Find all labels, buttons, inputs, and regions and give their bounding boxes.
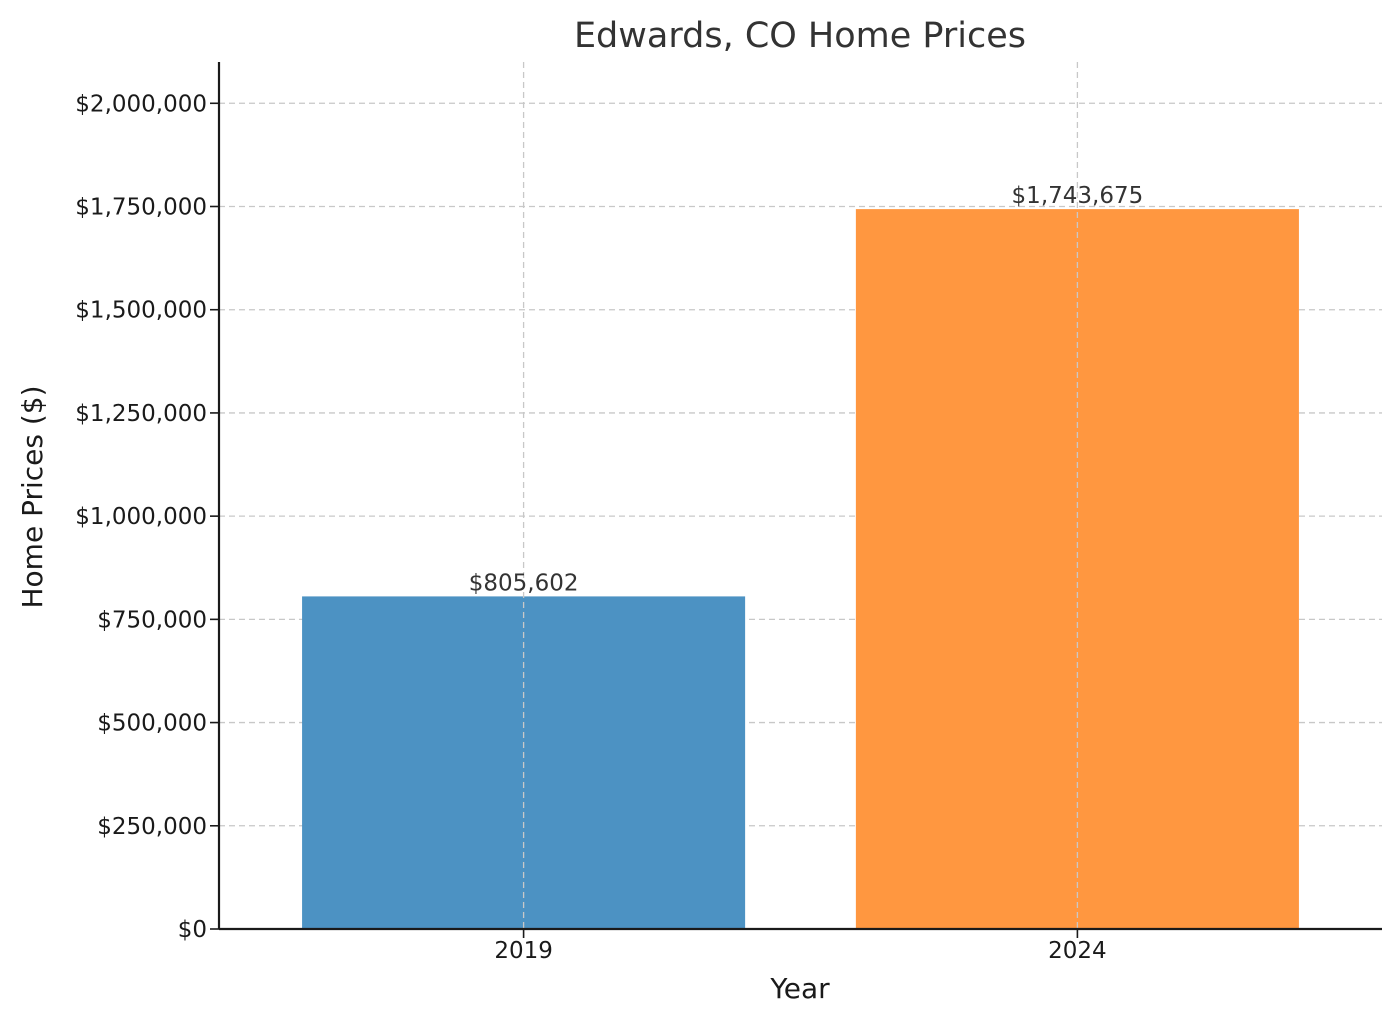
bar-2024: [855, 209, 1299, 929]
x-tick-label: 2024: [1048, 938, 1107, 964]
vertical-grid-lines: [522, 62, 1079, 929]
y-tick-label: $1,000,000: [75, 504, 207, 530]
x-axis-label: Year: [769, 972, 830, 1005]
y-tick-label: $750,000: [97, 607, 207, 633]
y-tick-label: $1,500,000: [75, 298, 207, 324]
y-tick-label: $1,750,000: [75, 195, 207, 221]
bars: [302, 209, 1299, 929]
chart-title: Edwards, CO Home Prices: [574, 16, 1026, 56]
y-tick-label: $1,250,000: [75, 401, 207, 427]
y-tick-label: $2,000,000: [75, 91, 207, 117]
y-tick-label: $250,000: [97, 814, 207, 840]
y-tick-label: $500,000: [97, 711, 207, 737]
bar-value-label: $805,602: [469, 570, 579, 596]
data-labels: $805,602 $1,743,675: [469, 183, 1144, 596]
y-axis-ticks: $0 $250,000 $500,000 $750,000 $1,000,000 $1,2…: [75, 91, 219, 943]
bar-value-label: $1,743,675: [1012, 183, 1144, 209]
y-axis-label: Home Prices ($): [16, 385, 49, 608]
x-axis-ticks: 2019 2024: [494, 929, 1107, 964]
x-tick-label: 2019: [494, 938, 553, 964]
y-tick-label: $0: [178, 917, 207, 943]
